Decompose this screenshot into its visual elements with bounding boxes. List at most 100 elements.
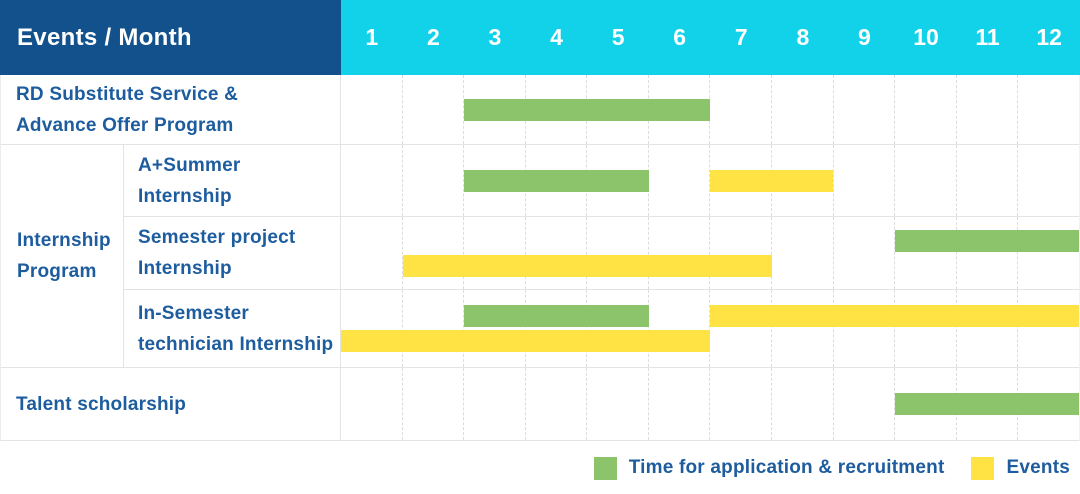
month-grid-column <box>771 217 833 289</box>
month-grid-column <box>709 145 771 216</box>
month-grid-column <box>586 368 648 440</box>
events-month-header-cell: Events / Month <box>0 0 341 75</box>
month-header-cell: 2 <box>426 24 440 50</box>
month-grid-column <box>401 75 464 144</box>
month-grid-column <box>341 75 402 144</box>
month-grid-column <box>341 290 402 367</box>
month-grid-column <box>771 75 833 144</box>
month-grid-column <box>832 368 895 440</box>
month-grid-column <box>709 368 771 440</box>
month-grid-column <box>341 368 402 440</box>
month-grid-column <box>463 75 525 144</box>
month-grid-column <box>894 217 956 289</box>
row-talent-scholarship: Talent scholarship <box>1 368 1079 441</box>
month-grid-column <box>341 145 402 216</box>
month-grid-column <box>647 217 710 289</box>
month-grid-column <box>771 368 833 440</box>
month-header-strip: 1 2 3 4 5 6 7 8 9 10 11 12 <box>341 0 1080 75</box>
row-label-rd-substitute: RD Substitute Service & Advance Offer Pr… <box>1 75 341 144</box>
month-grid-column <box>647 145 710 216</box>
month-grid-column <box>832 75 895 144</box>
chart-area-semester-project <box>341 217 1079 289</box>
month-header-cell: 12 <box>1036 24 1062 50</box>
month-header-cell: 8 <box>796 24 810 50</box>
month-grid-column <box>1017 75 1079 144</box>
group-label-internship-program: Internship Program <box>1 145 124 367</box>
gantt-bar-recruitment <box>894 230 1079 252</box>
month-grid-column <box>832 290 895 367</box>
gantt-bar-recruitment <box>464 170 649 192</box>
month-grid-column <box>586 217 648 289</box>
chart-area-talent-scholarship <box>341 368 1079 440</box>
month-grid-column <box>524 368 587 440</box>
legend-swatch-recruitment <box>593 456 617 480</box>
row-label-line: A+Summer <box>138 154 241 176</box>
gantt-bar-recruitment <box>464 305 649 327</box>
month-header-cell: 4 <box>550 24 563 50</box>
row-semester-project-internship: Semester project Internship <box>124 217 1079 290</box>
row-label-line: Talent scholarship <box>16 393 187 415</box>
month-grid-column <box>401 145 464 216</box>
row-label-a-summer: A+Summer Internship <box>124 145 341 216</box>
row-rd-substitute: RD Substitute Service & Advance Offer Pr… <box>1 75 1079 145</box>
month-header-cell: 11 <box>975 24 1000 50</box>
month-grid-column <box>771 290 833 367</box>
month-header-cell: 7 <box>734 24 748 50</box>
gantt-bar-events <box>710 305 1079 327</box>
group-label-line: Program <box>17 261 97 282</box>
month-grid-column <box>832 217 895 289</box>
legend-item-events: Events <box>971 456 1070 480</box>
month-grid-column <box>586 290 648 367</box>
month-grid-column <box>524 290 587 367</box>
month-grid-column <box>463 217 525 289</box>
table-body: RD Substitute Service & Advance Offer Pr… <box>0 75 1080 441</box>
group-label-line: Internship <box>17 230 111 251</box>
month-grid-column <box>894 145 956 216</box>
month-grid-column <box>401 368 464 440</box>
internship-subrows: A+Summer Internship Semester project Int… <box>124 145 1079 367</box>
row-label-line: Advance Offer Program <box>16 114 234 136</box>
month-grid-column <box>955 75 1018 144</box>
month-grid-column <box>1017 145 1079 216</box>
month-grid-column <box>709 217 771 289</box>
month-grid-column <box>647 368 710 440</box>
legend-label: Time for application & recruitment <box>628 457 945 478</box>
row-label-in-semester: In-Semester technician Internship <box>124 290 341 367</box>
month-grid-column <box>401 217 464 289</box>
month-header-cell: 10 <box>913 24 939 50</box>
table-title: Events / Month <box>17 23 192 51</box>
row-label-line: Internship <box>138 258 232 279</box>
internship-program-group: Internship Program A+Summer Internship S… <box>1 145 1079 368</box>
row-label-line: Internship <box>138 185 232 207</box>
month-grid-column <box>463 368 525 440</box>
gantt-bar-events <box>710 170 833 192</box>
month-grid-column <box>894 75 956 144</box>
month-grid-column <box>463 290 525 367</box>
row-label-semester-project: Semester project Internship <box>124 217 341 289</box>
month-header-cell: 6 <box>673 24 687 50</box>
month-grid-column <box>401 290 464 367</box>
gantt-bar-events <box>341 330 710 352</box>
row-label-talent-scholarship: Talent scholarship <box>1 368 341 440</box>
month-header-cell: 1 <box>365 24 379 50</box>
chart-legend: Time for application & recruitment Events <box>0 441 1080 494</box>
month-grid-column <box>955 145 1018 216</box>
month-grid-column <box>1017 290 1079 367</box>
gantt-bar-recruitment <box>464 99 710 121</box>
gantt-bar-recruitment <box>894 393 1079 415</box>
month-header-cell: 3 <box>488 24 502 50</box>
month-grid-column <box>341 217 402 289</box>
month-header-cell: 5 <box>611 24 625 50</box>
month-grid-column <box>647 290 710 367</box>
chart-area-a-summer <box>341 145 1079 216</box>
month-grid-column <box>832 145 895 216</box>
chart-area-rd-substitute <box>341 75 1079 144</box>
month-grid-column <box>463 145 525 216</box>
month-grid-column <box>955 290 1018 367</box>
row-label-line: technician Internship <box>138 333 334 355</box>
legend-label: Events <box>1006 457 1070 478</box>
gantt-bar-events <box>402 255 772 277</box>
table-header-row: Events / Month 1 2 3 4 5 6 7 8 9 10 11 12 <box>0 0 1080 75</box>
month-grid-column <box>955 217 1018 289</box>
